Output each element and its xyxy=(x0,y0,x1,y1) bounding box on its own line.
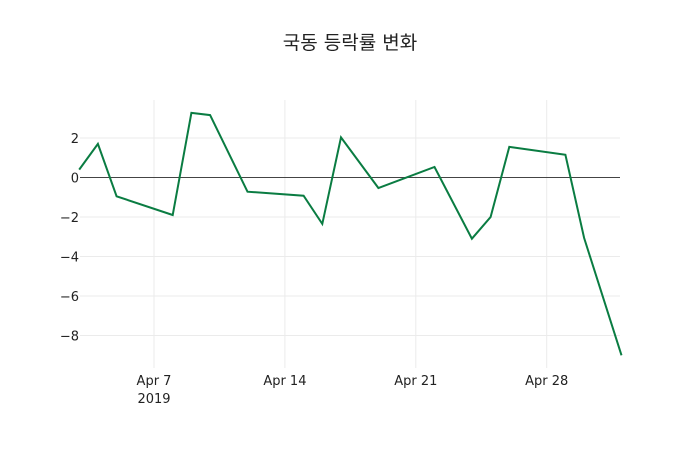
x-tick-label: Apr 14 xyxy=(263,374,306,389)
y-tick-label: 2 xyxy=(71,132,79,147)
y-axis-ticks: 2 0 −2 −4 −6 −8 xyxy=(60,132,79,345)
series-line xyxy=(78,111,623,356)
y-tick-label: 0 xyxy=(71,172,79,187)
x-axis-ticks: Apr 7 2019 Apr 14 Apr 21 Apr 28 xyxy=(137,374,569,407)
x-tick-sublabel: 2019 xyxy=(137,392,170,407)
y-tick-label: −4 xyxy=(60,251,79,266)
chart-title: 국동 등락률 변화 xyxy=(282,32,418,54)
x-tick-label: Apr 7 xyxy=(137,374,172,389)
y-tick-label: −6 xyxy=(60,290,79,305)
x-tick-label: Apr 28 xyxy=(525,374,568,389)
y-tick-label: −2 xyxy=(60,211,79,226)
x-tick-label: Apr 21 xyxy=(394,374,437,389)
y-tick-label: −8 xyxy=(60,330,79,345)
grid-lines xyxy=(80,100,620,368)
